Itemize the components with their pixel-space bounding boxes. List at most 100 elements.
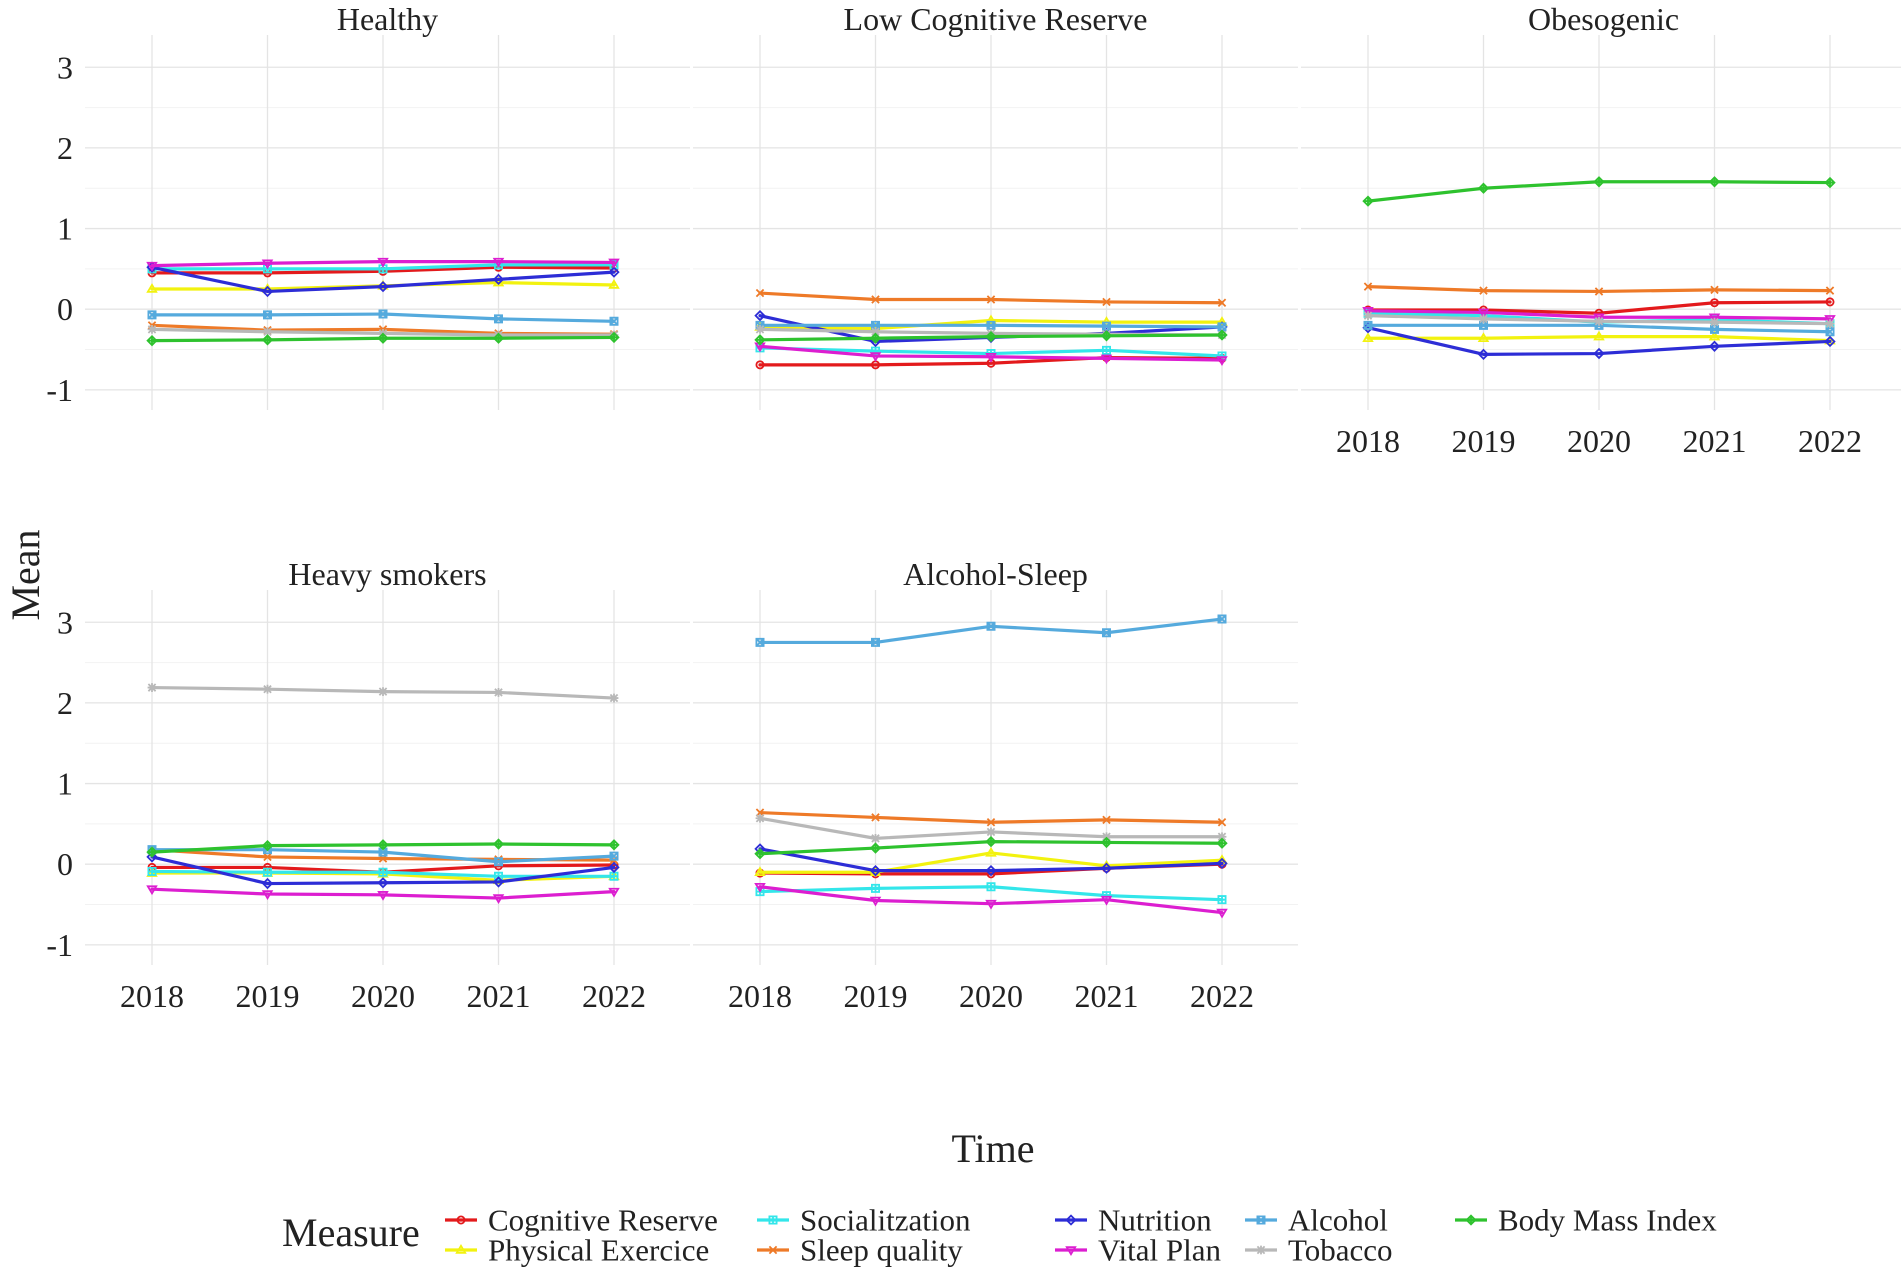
legend-label: Alcohol bbox=[1288, 1203, 1388, 1238]
x-tick-label: 2018 bbox=[728, 978, 792, 1014]
data-point-tobacco bbox=[1479, 314, 1488, 324]
data-point-vital-plan bbox=[1216, 908, 1228, 919]
series-sleep-quality bbox=[755, 808, 1227, 827]
legend-swatch-marker bbox=[456, 1215, 466, 1225]
data-point-tobacco bbox=[147, 683, 157, 692]
data-point-nutrition bbox=[492, 876, 505, 888]
legend-swatch-marker bbox=[1256, 1245, 1266, 1255]
series-alcohol bbox=[755, 614, 1227, 647]
y-tick-label: -1 bbox=[46, 927, 73, 963]
series-body-mass-index bbox=[754, 835, 1228, 860]
legend-entry-nutrition: Nutrition bbox=[1055, 1203, 1212, 1238]
data-point-physical-exercice bbox=[1216, 316, 1228, 326]
data-point-body-mass-index bbox=[869, 332, 882, 344]
legend-swatch-marker bbox=[455, 1244, 467, 1254]
series-body-mass-index bbox=[1362, 176, 1836, 207]
data-point-alcohol bbox=[1825, 327, 1835, 337]
series-vital-plan bbox=[146, 885, 620, 905]
data-point-sleep-quality bbox=[1825, 286, 1835, 295]
x-tick-label: 2018 bbox=[1336, 423, 1400, 459]
data-point-nutrition bbox=[146, 851, 158, 863]
data-point-alcohol bbox=[147, 310, 157, 320]
data-point-tobacco bbox=[1363, 311, 1373, 321]
data-point-body-mass-index bbox=[146, 334, 158, 347]
data-point-socialitzation bbox=[1102, 345, 1111, 355]
series-nutrition bbox=[754, 843, 1228, 877]
legend-entry-cognitive-reserve: Cognitive Reserve bbox=[445, 1203, 718, 1238]
data-point-vital-plan bbox=[1824, 315, 1836, 325]
data-point-vital-plan bbox=[492, 894, 505, 905]
series-line-nutrition bbox=[1366, 326, 1832, 356]
data-point-nutrition bbox=[1824, 335, 1836, 348]
panel-alcohol-sleep: Alcohol-Sleep 2018 2019 2020 2021 2022 bbox=[693, 556, 1298, 1014]
data-point-nutrition bbox=[1477, 348, 1490, 361]
data-point-body-mass-index bbox=[492, 332, 505, 344]
data-point-tobacco bbox=[755, 324, 765, 334]
data-point-body-mass-index bbox=[1216, 329, 1228, 341]
data-point-alcohol bbox=[1363, 320, 1373, 330]
data-point-physical-exercice bbox=[985, 314, 997, 325]
panel-low-cognitive-reserve: Low Cognitive Reserve bbox=[693, 1, 1298, 410]
data-point-sleep-quality bbox=[871, 295, 880, 304]
series-nutrition bbox=[146, 851, 620, 890]
y-tick-label: 3 bbox=[57, 604, 73, 640]
x-tick-label: 2019 bbox=[236, 978, 300, 1014]
panel-title: Alcohol-Sleep bbox=[903, 556, 1088, 592]
data-point-body-mass-index bbox=[608, 839, 620, 851]
data-point-vital-plan bbox=[1708, 313, 1721, 324]
data-point-nutrition bbox=[608, 861, 620, 874]
data-point-alcohol bbox=[1102, 628, 1111, 638]
series-body-mass-index bbox=[754, 329, 1228, 346]
series-line-nutrition bbox=[758, 847, 1224, 873]
data-point-alcohol bbox=[609, 851, 619, 861]
legend-entry-alcohol: Alcohol bbox=[1245, 1203, 1388, 1238]
data-point-physical-exercice bbox=[1477, 332, 1490, 343]
data-point-body-mass-index bbox=[1100, 330, 1113, 342]
data-point-alcohol bbox=[494, 857, 503, 867]
legend-label: Physical Exercice bbox=[488, 1233, 709, 1268]
x-tick-label: 2019 bbox=[1452, 423, 1516, 459]
series-line-vital-plan bbox=[758, 344, 1224, 362]
y-tick-label: -1 bbox=[46, 372, 73, 408]
data-point-cognitive-reserve bbox=[755, 360, 765, 370]
data-point-body-mass-index bbox=[754, 848, 766, 860]
data-point-alcohol bbox=[1217, 322, 1227, 332]
data-point-sleep-quality bbox=[986, 818, 996, 827]
data-point-socialitzation bbox=[378, 867, 388, 877]
data-point-socialitzation bbox=[609, 871, 619, 881]
data-point-body-mass-index bbox=[1216, 837, 1228, 849]
series-vital-plan bbox=[146, 257, 620, 272]
data-point-sleep-quality bbox=[871, 813, 880, 822]
series-line-physical-exercice bbox=[758, 851, 1224, 874]
data-point-nutrition bbox=[1216, 857, 1228, 870]
data-point-tobacco bbox=[986, 827, 996, 837]
series-tobacco bbox=[147, 683, 619, 703]
data-point-nutrition bbox=[608, 266, 620, 278]
panel-healthy: Healthy -1 0 1 2 3 bbox=[46, 1, 690, 410]
data-point-physical-exercice bbox=[146, 283, 158, 293]
series-line-physical-exercice bbox=[1366, 335, 1832, 343]
legend-label: Socialitzation bbox=[800, 1203, 971, 1238]
data-point-tobacco bbox=[147, 324, 157, 334]
data-point-sleep-quality bbox=[1594, 287, 1604, 296]
data-point-body-mass-index bbox=[261, 334, 274, 346]
data-point-sleep-quality bbox=[1217, 818, 1227, 827]
data-point-nutrition bbox=[377, 280, 389, 293]
data-point-body-mass-index bbox=[1362, 195, 1374, 207]
x-tick-label: 2022 bbox=[1798, 423, 1862, 459]
y-tick-label: 1 bbox=[57, 766, 73, 802]
data-point-sleep-quality bbox=[1363, 282, 1373, 291]
series-body-mass-index bbox=[146, 838, 620, 858]
legend-swatch-marker bbox=[768, 1215, 778, 1225]
data-point-body-mass-index bbox=[754, 334, 766, 346]
data-point-socialitzation bbox=[147, 866, 157, 876]
data-point-body-mass-index bbox=[377, 839, 389, 851]
y-tick-label: 0 bbox=[57, 291, 73, 327]
data-point-tobacco bbox=[871, 833, 880, 843]
data-point-vital-plan bbox=[377, 891, 389, 901]
data-point-alcohol bbox=[871, 637, 880, 647]
data-point-tobacco bbox=[494, 688, 503, 697]
data-point-vital-plan bbox=[1100, 354, 1113, 365]
series-line-vital-plan bbox=[758, 885, 1224, 915]
